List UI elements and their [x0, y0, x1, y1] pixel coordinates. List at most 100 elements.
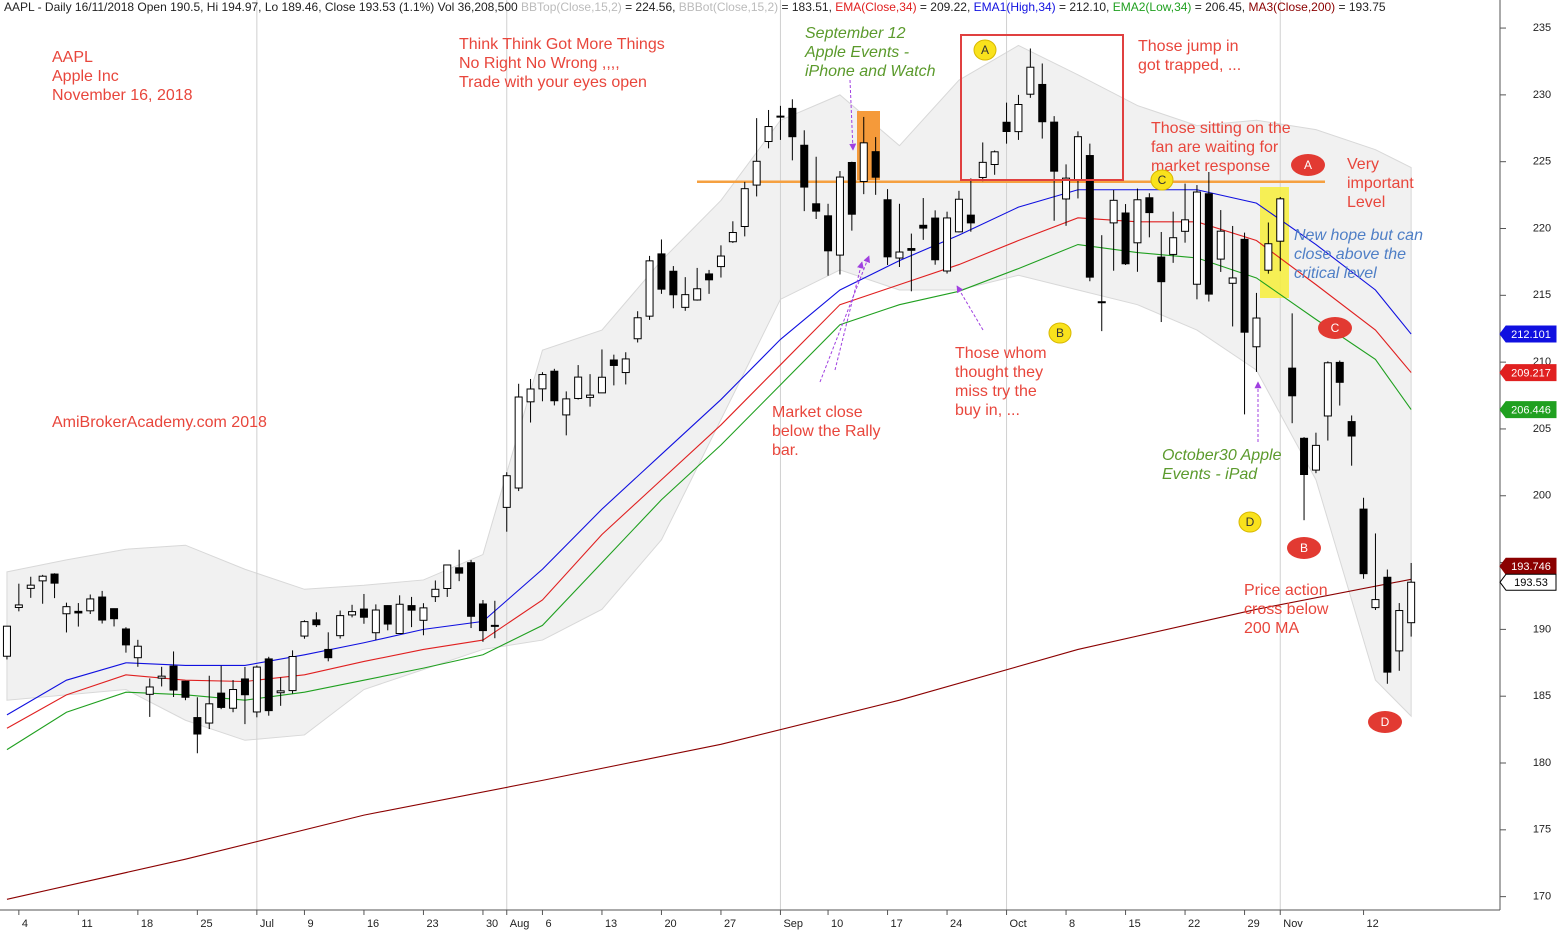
price-label: 193.746: [1511, 561, 1551, 573]
marker-badge: [1318, 317, 1352, 339]
x-tick-label: 23: [426, 918, 438, 930]
candle-body: [978, 161, 987, 178]
header-part: AAPL - Daily 16/11/2018 Open 190.5, Hi 1…: [4, 0, 521, 14]
x-tick-label: 25: [200, 918, 212, 930]
y-tick-label: 230: [1533, 89, 1551, 101]
candle-body: [2, 625, 11, 657]
candle-body: [383, 605, 392, 625]
marker-badge: [1291, 154, 1325, 176]
candle-body: [1252, 317, 1261, 348]
price-label-box: [1499, 364, 1557, 382]
text-layer: AAPL - Daily 16/11/2018 Open 190.5, Hi 1…: [4, 0, 1557, 930]
candle-body: [1121, 212, 1130, 265]
candle-body: [764, 126, 773, 143]
arrow: [819, 255, 870, 383]
annotation: Those jump in: [1138, 38, 1239, 55]
marker-badge: [1287, 537, 1321, 559]
annotation: Think Think Got More Things: [459, 36, 665, 53]
candle-body: [1038, 83, 1047, 123]
marker-label: A: [981, 43, 989, 57]
y-tick-label: 170: [1533, 891, 1551, 903]
candle-body: [300, 621, 309, 637]
candle-body: [1157, 256, 1166, 283]
header: AAPL - Daily 16/11/2018 Open 190.5, Hi 1…: [4, 0, 1386, 14]
price-label-box: [1499, 557, 1557, 575]
candle-body: [1085, 155, 1094, 278]
x-tick-label: Aug: [510, 918, 530, 930]
candle-body: [1395, 610, 1404, 652]
header-part: BBBot(Close,15,2): [679, 0, 778, 14]
candle-body: [847, 161, 856, 215]
candle-body: [693, 288, 702, 301]
candle-body: [1014, 103, 1023, 133]
x-tick-label: 29: [1248, 918, 1260, 930]
y-tick-label: 215: [1533, 289, 1551, 301]
annotation: fan are waiting for: [1151, 139, 1279, 156]
candle-body: [1359, 508, 1368, 575]
annotation: market response: [1151, 158, 1270, 175]
candle-body: [407, 605, 416, 611]
y-tick-label: 220: [1533, 222, 1551, 234]
candle-body: [1062, 177, 1071, 200]
candle-body: [26, 584, 35, 589]
candle-body: [1169, 237, 1178, 255]
y-tick-label: 205: [1533, 423, 1551, 435]
candle-body: [62, 606, 71, 615]
annotation: Level: [1347, 194, 1385, 211]
annotation: Those sitting on the: [1151, 120, 1291, 137]
marker-badge: [1150, 169, 1174, 191]
candle-body: [966, 214, 975, 224]
candle-body: [336, 615, 345, 637]
x-tick-label: 30: [486, 918, 498, 930]
candle-body: [657, 253, 666, 290]
candle-body: [157, 675, 166, 679]
candle-body: [264, 658, 273, 712]
candle-body: [883, 199, 892, 258]
y-tick-label: 175: [1533, 824, 1551, 836]
candle-body: [502, 475, 511, 508]
candle-body: [110, 608, 119, 620]
annotation: November 16, 2018: [52, 87, 193, 104]
candle-body: [276, 690, 285, 694]
candle-body: [1002, 121, 1011, 132]
header-part: BBTop(Close,15,2): [521, 0, 622, 14]
candle-body: [835, 176, 844, 256]
annotation: got trapped, ...: [1138, 57, 1241, 74]
candle-body: [871, 151, 880, 178]
candle-body: [181, 680, 190, 698]
x-tick-label: 11: [81, 918, 92, 930]
y-tick-label: 200: [1533, 490, 1551, 502]
candle-body: [1240, 238, 1249, 333]
marker-label: B: [1056, 326, 1064, 340]
annotation: New hope but can: [1294, 227, 1423, 244]
x-tick-label: 6: [545, 918, 551, 930]
candle-body: [1347, 421, 1356, 437]
annotation: Events - iPad: [1162, 466, 1258, 483]
candle-body: [609, 359, 618, 366]
candle-body: [538, 374, 547, 390]
x-tick-label: 16: [367, 918, 379, 930]
marker-badge: [1238, 511, 1262, 533]
marker-badge: [973, 39, 997, 61]
candle-body: [455, 567, 464, 574]
candle-body: [324, 648, 333, 659]
price-label: 193.53: [1514, 577, 1548, 589]
x-tick-label: 17: [891, 918, 903, 930]
header-part: EMA2(Low,34): [1113, 0, 1192, 14]
marker-label: C: [1331, 321, 1340, 335]
candle-body: [633, 317, 642, 340]
candle-body: [1371, 599, 1380, 609]
marker-badge: [1368, 711, 1402, 733]
grid-layer: [18, 0, 1506, 915]
candle-body: [312, 619, 321, 626]
marker-badge: [1048, 322, 1072, 344]
marker-label: B: [1300, 541, 1308, 555]
candle-body: [1407, 581, 1416, 624]
annotation: 200 MA: [1244, 620, 1299, 637]
indicator-line: [6, 578, 1412, 900]
candle-body: [681, 294, 690, 308]
candle-body: [98, 596, 107, 621]
header-part: = 209.22,: [917, 0, 974, 14]
x-tick-label: 18: [141, 918, 153, 930]
